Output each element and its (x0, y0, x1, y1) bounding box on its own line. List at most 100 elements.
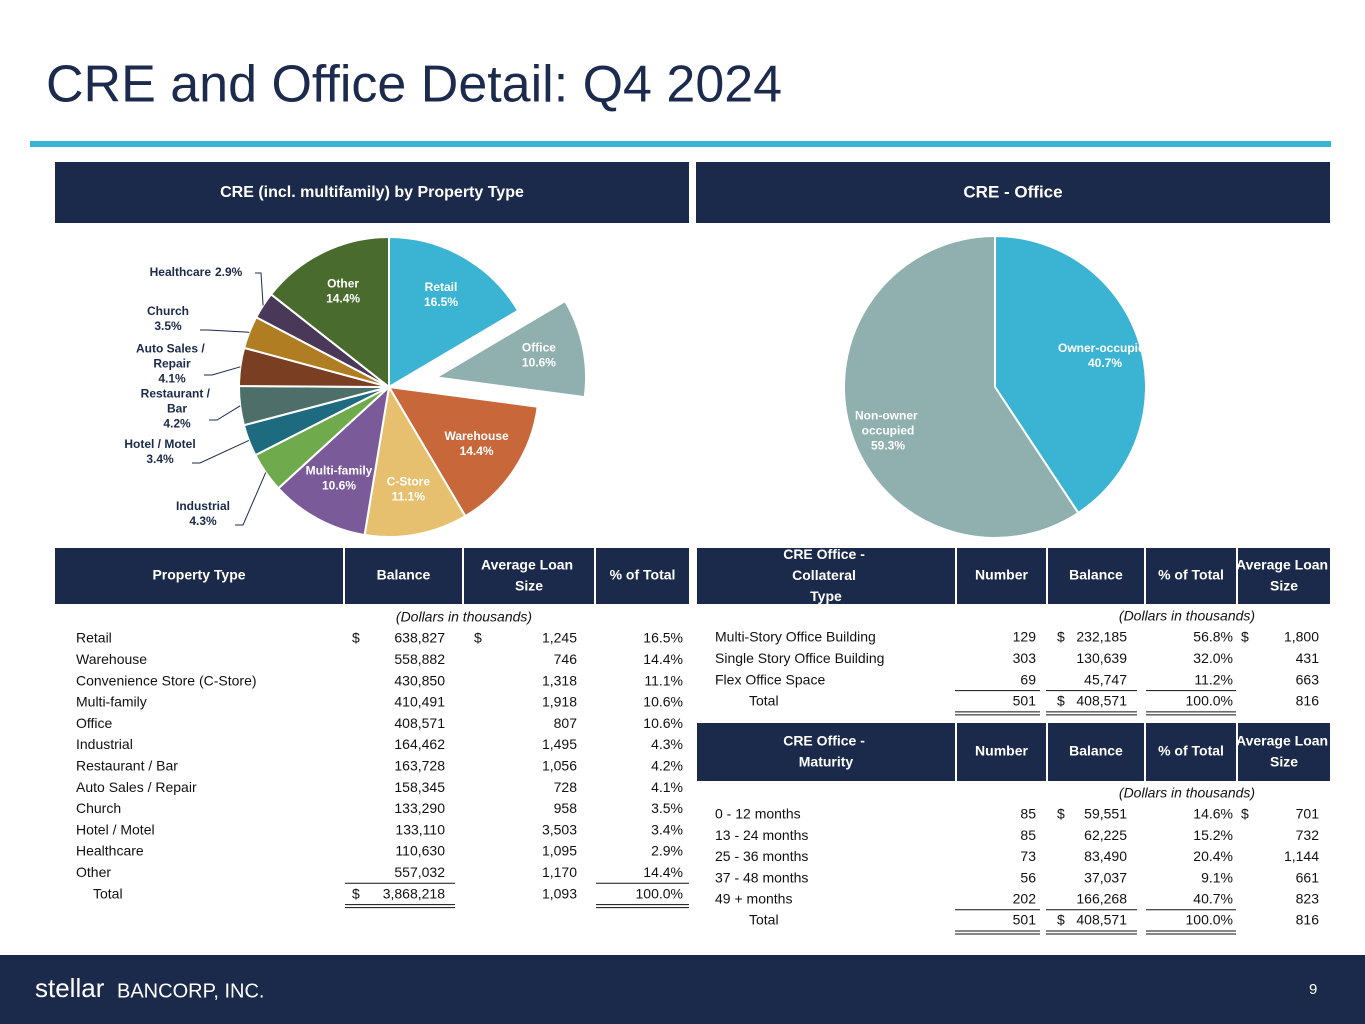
table-cell: 958 (554, 800, 578, 816)
table-cell: 408,571 (1076, 693, 1127, 709)
row-label: Office (76, 715, 113, 731)
table-cell: 73 (1020, 848, 1036, 864)
row-label: Multi-Story Office Building (715, 629, 876, 645)
table-cell: $ (1057, 806, 1065, 822)
table-cell: 638,827 (394, 630, 445, 646)
table-cell: 163,728 (394, 758, 445, 774)
table-cell: 1,495 (542, 736, 577, 752)
table-cell: 164,462 (394, 736, 445, 752)
table-header: % of Total (610, 567, 676, 583)
slice-value: 3.5% (154, 319, 182, 333)
leader-line (255, 272, 264, 306)
table-cell: 410,491 (394, 694, 445, 710)
table-cell: $ (474, 630, 482, 646)
slice-label: Church (147, 304, 189, 318)
table-cell: 32.0% (1193, 650, 1233, 666)
slice-label: Non-owner occupied (855, 409, 921, 438)
table-cell: 408,571 (1076, 912, 1127, 928)
table-cell: 1,918 (542, 694, 577, 710)
slice-label: Restaurant / Bar (141, 387, 214, 416)
table-cell: 746 (554, 651, 578, 667)
table-cell: 59,551 (1084, 806, 1127, 822)
slice-value: 4.1% (158, 372, 186, 386)
table-header-cell (1048, 548, 1144, 604)
table-cell: 62,225 (1084, 827, 1127, 843)
table-cell: 1,318 (542, 672, 577, 688)
slice-value: 59.3% (871, 439, 905, 453)
row-label: Flex Office Space (715, 671, 825, 687)
table-cell: 20.4% (1193, 848, 1233, 864)
table-cell: 430,850 (394, 672, 445, 688)
table-header-cell (697, 723, 955, 781)
table-header-cell (1146, 548, 1236, 604)
table-cell: 816 (1296, 693, 1320, 709)
table-cell: $ (1057, 693, 1065, 709)
table-cell: 3.4% (651, 821, 683, 837)
leader-line (200, 329, 250, 333)
table-cell: 4.2% (651, 758, 683, 774)
table-cell: 232,185 (1076, 629, 1127, 645)
table-cell: 728 (554, 779, 578, 795)
table-cell: 661 (1296, 869, 1320, 885)
table-cell: 701 (1296, 806, 1320, 822)
table-cell: 807 (554, 715, 578, 731)
table-header-cell (1238, 723, 1330, 781)
slice-value: 4.2% (163, 417, 191, 431)
table-cell: 1,095 (542, 843, 577, 859)
table-cell: 15.2% (1193, 827, 1233, 843)
pie-slice (363, 384, 467, 538)
logo: stellar (35, 973, 105, 1003)
table-cell: 158,345 (394, 779, 445, 795)
table-cell: 16.5% (643, 630, 683, 646)
table-cell: 558,882 (394, 651, 445, 667)
table-header: Average Loan Size (481, 556, 577, 593)
table-cell: 202 (1013, 891, 1037, 907)
section-header (696, 162, 1330, 223)
slice-value: 10.6% (322, 479, 356, 493)
slide-title: CRE and Office Detail: Q4 2024 (46, 56, 782, 114)
slice-value: 11.1% (392, 489, 426, 503)
table-cell: 11.2% (1194, 671, 1233, 687)
table-cell: 3.5% (651, 800, 683, 816)
chart-title: CRE - Office (963, 182, 1062, 201)
table-header-cell (1048, 723, 1144, 781)
table-cell: 69 (1020, 671, 1036, 687)
slice-label: Retail (425, 280, 458, 294)
table-cell: 129 (1013, 629, 1037, 645)
row-label: Total (93, 885, 123, 901)
row-label: Hotel / Motel (76, 821, 155, 837)
row-label: Restaurant / Bar (76, 758, 178, 774)
pie-slice (269, 235, 390, 390)
table-cell: $ (1241, 806, 1249, 822)
table-cell: 4.1% (651, 779, 683, 795)
table-header: CRE Office - Maturity (783, 732, 869, 769)
table-cell: $ (352, 630, 360, 646)
row-label: Church (76, 800, 121, 816)
table-header: Balance (1069, 567, 1123, 583)
row-label: Total (749, 693, 779, 709)
table-cell: 110,630 (395, 843, 445, 859)
slice-label: Industrial (176, 499, 230, 513)
table-header: Number (975, 567, 1028, 583)
table-cell: 85 (1020, 806, 1036, 822)
table-header: Balance (1069, 743, 1123, 759)
page-number: 9 (1309, 981, 1317, 998)
row-label: Single Story Office Building (715, 650, 884, 666)
slice-label: Warehouse (444, 429, 509, 443)
table-cell: $ (1057, 912, 1065, 928)
table-header-cell (464, 548, 594, 604)
table-cell: 1,056 (542, 758, 577, 774)
table-header-cell (957, 548, 1046, 604)
table-cell: 4.3% (651, 736, 683, 752)
table-cell: 130,639 (1076, 650, 1127, 666)
table-header-cell (1238, 548, 1330, 604)
table-cell: 408,571 (394, 715, 445, 731)
slice-label: Healthcare (150, 265, 212, 279)
row-label: Total (749, 912, 779, 928)
table-cell: 3,503 (542, 821, 577, 837)
table-cell: 303 (1013, 650, 1037, 666)
table-header-cell (55, 548, 343, 604)
leader-line (204, 366, 241, 376)
table-header-cell (697, 548, 955, 604)
pie-slice (387, 385, 539, 518)
